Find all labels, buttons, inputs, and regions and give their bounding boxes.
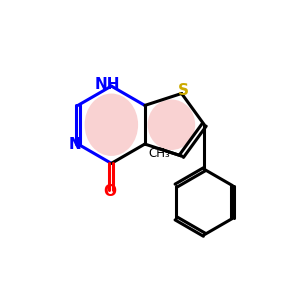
Text: O: O [103, 184, 116, 199]
Ellipse shape [148, 100, 195, 150]
Text: CH₃: CH₃ [148, 147, 170, 160]
Text: N: N [69, 136, 81, 152]
Text: NH: NH [94, 77, 120, 92]
Text: S: S [178, 83, 189, 98]
Ellipse shape [85, 94, 138, 156]
